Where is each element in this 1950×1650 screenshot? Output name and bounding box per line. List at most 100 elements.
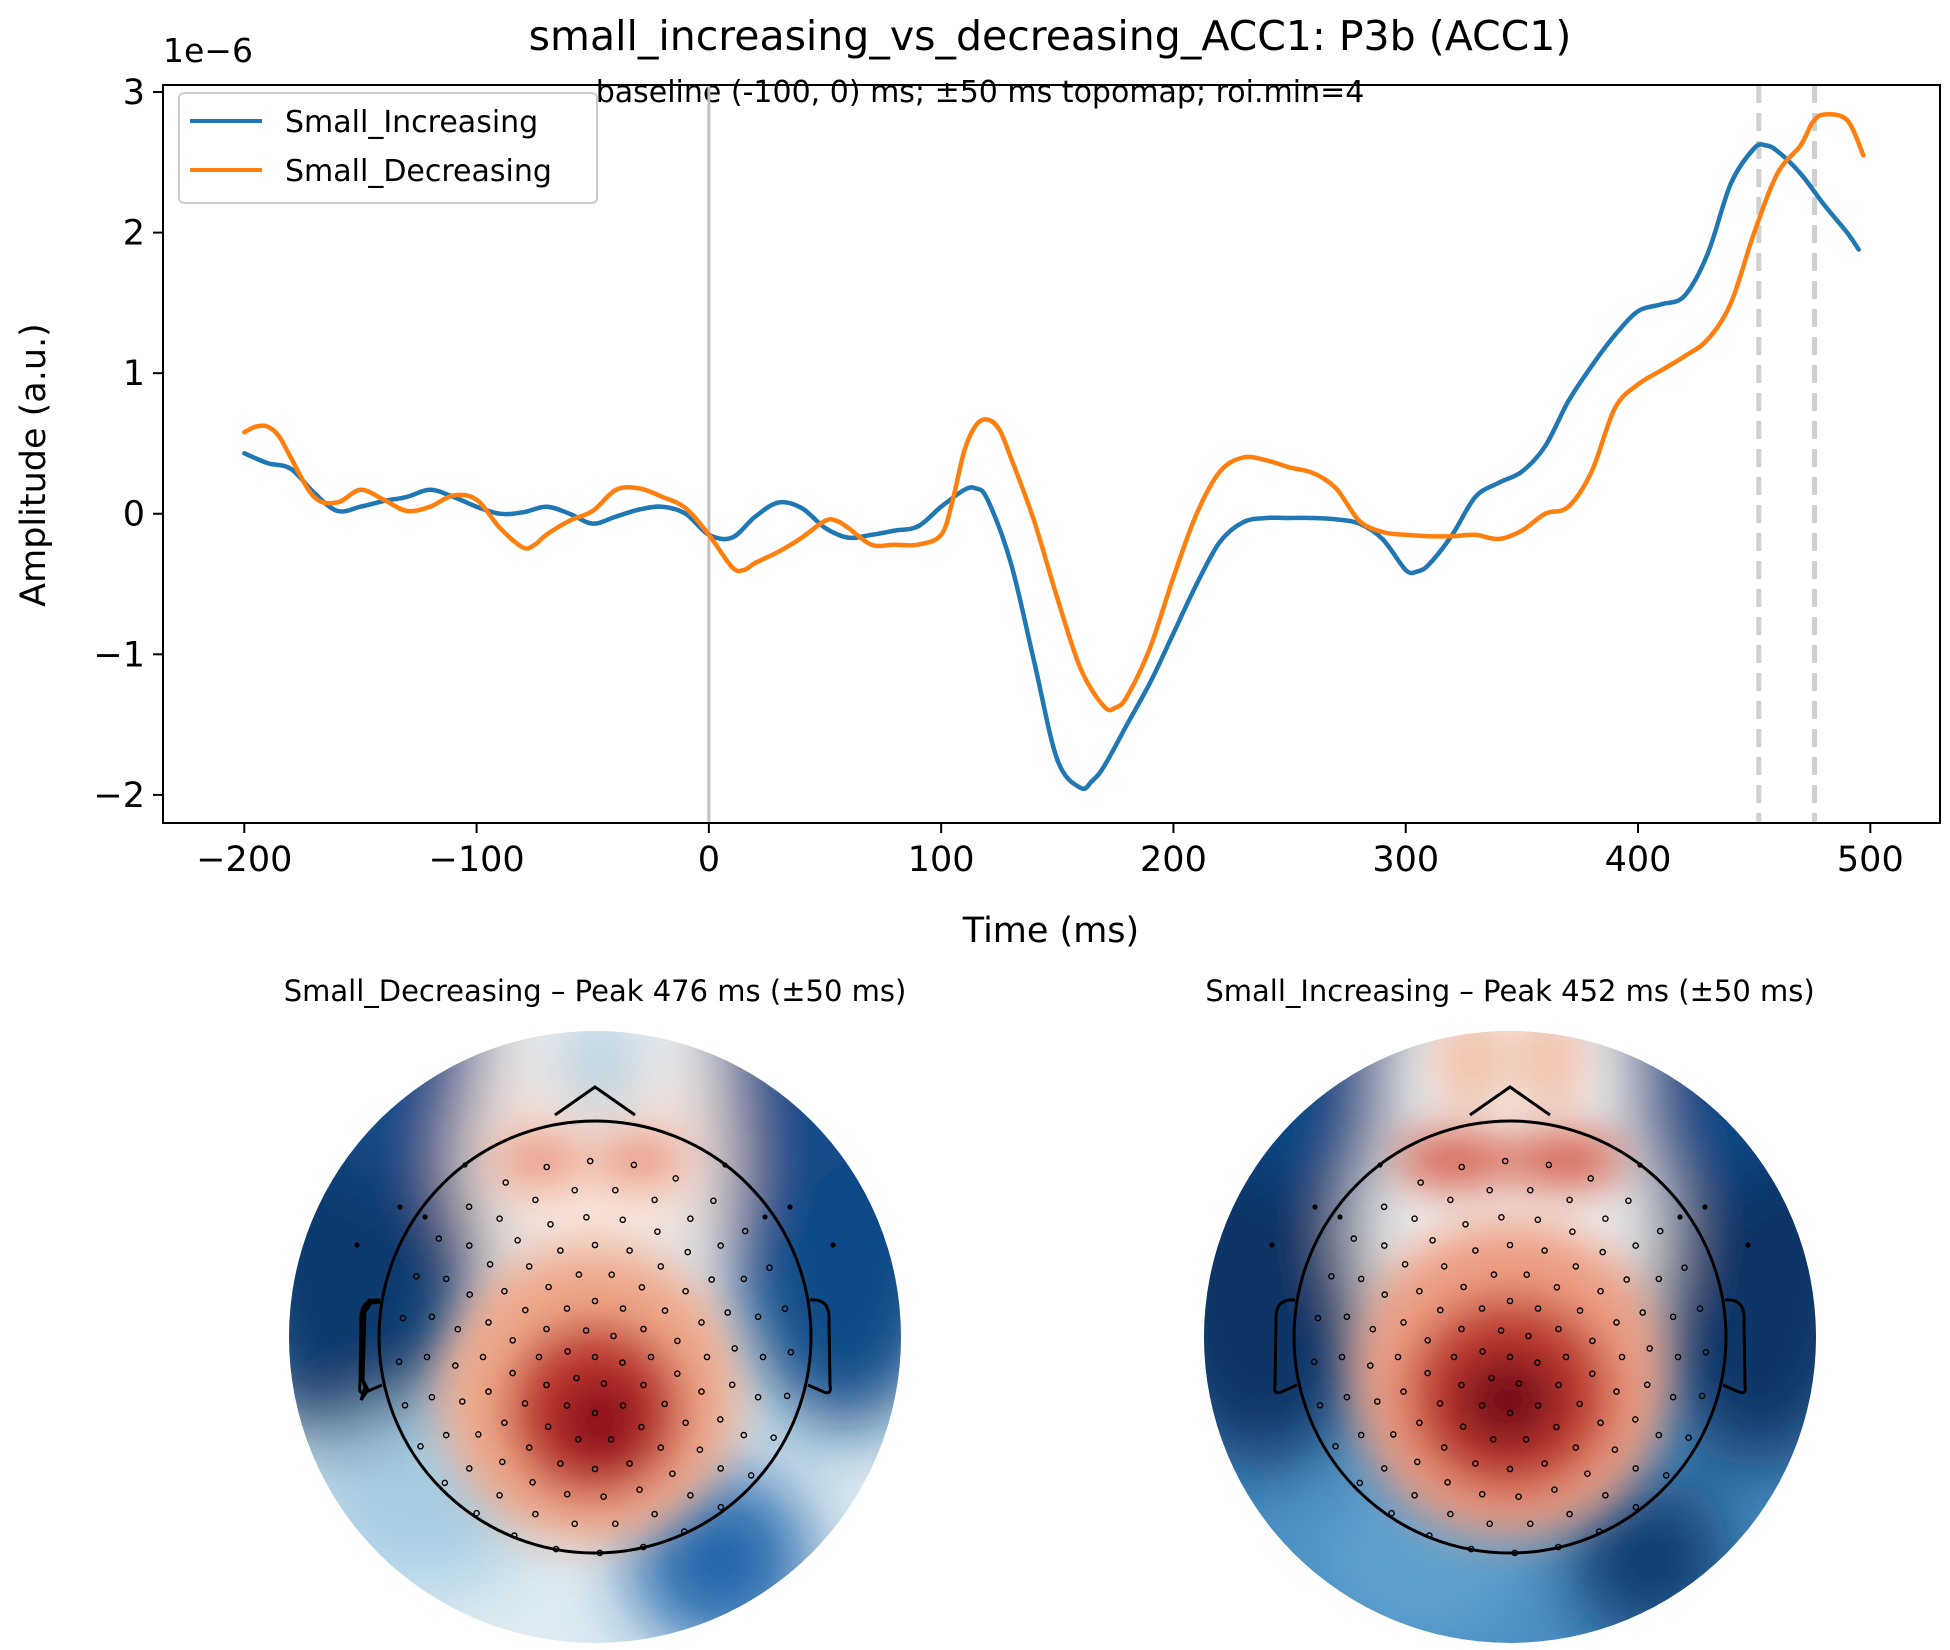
sensor-dot: [1566, 1510, 1573, 1518]
marker-lines: [707, 85, 1818, 823]
sensor-dot: [674, 1370, 681, 1377]
legend-label-increasing: Small_Increasing: [285, 105, 538, 140]
sensor-dot: [600, 1493, 607, 1500]
x-tick-label: 300: [1372, 840, 1439, 880]
sensor-dot: [485, 1319, 492, 1326]
sensor-dot: [557, 1247, 564, 1254]
sensor-dot: [1527, 1186, 1534, 1194]
sensor-dot: [1745, 1242, 1751, 1248]
sensor-dot: [783, 1392, 791, 1400]
sensor-dot: [1576, 1307, 1584, 1314]
sensor-dot: [473, 1509, 480, 1517]
sensor-dot: [514, 1237, 521, 1244]
sensor-dot: [830, 1242, 836, 1248]
sensor-dot: [1643, 1381, 1651, 1389]
sensor-dot: [417, 1443, 424, 1450]
sensor-dot: [1632, 1416, 1639, 1423]
sensor-dot: [747, 1472, 755, 1479]
sensor-dot: [1416, 1419, 1423, 1427]
sensor-dot: [681, 1528, 688, 1535]
y-axis: −2 −1 0 1 2 3: [93, 73, 163, 816]
sensor-dot: [1444, 1479, 1451, 1486]
sensor-dot: [1555, 1381, 1562, 1389]
sensor-dot: [498, 1458, 506, 1466]
sensor-dot: [1269, 1242, 1275, 1248]
sensor-dot: [1625, 1197, 1632, 1205]
sensor-dot: [544, 1423, 552, 1430]
sensor-dot: [1458, 1163, 1465, 1171]
sensor-dot: [532, 1196, 539, 1204]
sensor-dot: [442, 1431, 450, 1439]
sensor-dot: [428, 1393, 436, 1401]
sensor-dot: [1599, 1248, 1606, 1256]
sensor-dot: [1515, 1380, 1523, 1387]
sensor-dot: [502, 1179, 510, 1186]
erp-line-chart: −200 −100 0 100 200 300 400 500 −2 −1 0 1 2 3 Time (…: [14, 73, 1941, 951]
topomap-decreasing: Small_Decreasing – Peak 476 ms (±50 ms): [284, 974, 906, 1643]
sensor-dot: [442, 1275, 450, 1283]
sensor-dot: [1702, 1348, 1710, 1356]
sensor-dot: [575, 1436, 582, 1443]
sensor-dot: [619, 1216, 627, 1224]
sensor-dot: [724, 1309, 732, 1316]
sensor-dot: [781, 1305, 789, 1312]
y-tick-label: 2: [123, 214, 145, 254]
sensor-dot: [787, 1204, 793, 1210]
sensor-dot: [1497, 1327, 1505, 1334]
sensor-dot: [741, 1227, 749, 1235]
y-tick-label: 1: [123, 354, 145, 394]
topomap-title-increasing: Small_Increasing – Peak 452 ms (±50 ms): [1205, 974, 1814, 1008]
sensor-dot: [1597, 1419, 1604, 1427]
series-line-small-decreasing: [242, 112, 1866, 713]
sensor-dot: [1467, 1545, 1475, 1553]
sensor-dot: [728, 1381, 736, 1389]
sensor-dot: [1655, 1275, 1663, 1283]
x-tick-label: 500: [1837, 840, 1904, 880]
sensor-dot: [1314, 1314, 1322, 1322]
sensor-dot: [1587, 1175, 1594, 1182]
sensor-dot: [1669, 1393, 1677, 1401]
sensor-dot: [1674, 1353, 1682, 1361]
y-tick-label: −2: [93, 776, 145, 816]
sensor-dot: [1478, 1402, 1486, 1409]
sensor-dot: [1632, 1503, 1640, 1511]
sensor-dot: [731, 1345, 739, 1352]
sensor-dot: [1589, 1337, 1596, 1345]
sensor-dot: [1486, 1186, 1493, 1194]
topomap-heatmap-increasing: [1204, 1031, 1816, 1643]
sensor-dot: [607, 1436, 615, 1443]
sensor-dot: [708, 1276, 716, 1283]
sensor-dot: [563, 1305, 571, 1312]
sensor-dot: [766, 1264, 773, 1271]
sensor-dot: [1602, 1492, 1609, 1499]
sensor-dot: [496, 1492, 503, 1499]
sensor-dot: [1681, 1264, 1688, 1271]
sensor-dot: [630, 1161, 638, 1169]
sensor-dot: [674, 1337, 681, 1345]
sensor-dot: [661, 1400, 669, 1408]
sensor-dot: [717, 1503, 725, 1511]
sensor-dot: [465, 1465, 473, 1472]
sensor-dot: [571, 1520, 579, 1528]
sensor-dot: [485, 1388, 492, 1395]
sensor-dot: [722, 1162, 728, 1168]
sensor-dot: [1506, 1409, 1514, 1417]
sensor-dot: [669, 1470, 676, 1477]
sensor-dot: [1479, 1348, 1486, 1355]
sensor-dot: [466, 1291, 474, 1298]
sensor-dot: [454, 1325, 462, 1333]
sensor-dot: [608, 1271, 616, 1278]
sensor-dot: [496, 1215, 503, 1222]
sensor-dot: [571, 1186, 579, 1194]
sensor-dot: [703, 1353, 711, 1361]
sensor-dot: [684, 1248, 692, 1256]
sensor-dot: [1478, 1305, 1486, 1312]
legend: Small_Increasing Small_Decreasing: [178, 92, 598, 204]
sensor-dot: [591, 1409, 599, 1417]
sensor-dot: [698, 1388, 705, 1395]
sensor-dot: [687, 1215, 694, 1222]
sensor-dot: [525, 1444, 533, 1451]
sensor-dot: [654, 1228, 661, 1235]
sensor-dot: [591, 1241, 599, 1249]
sensor-dot: [696, 1446, 704, 1453]
